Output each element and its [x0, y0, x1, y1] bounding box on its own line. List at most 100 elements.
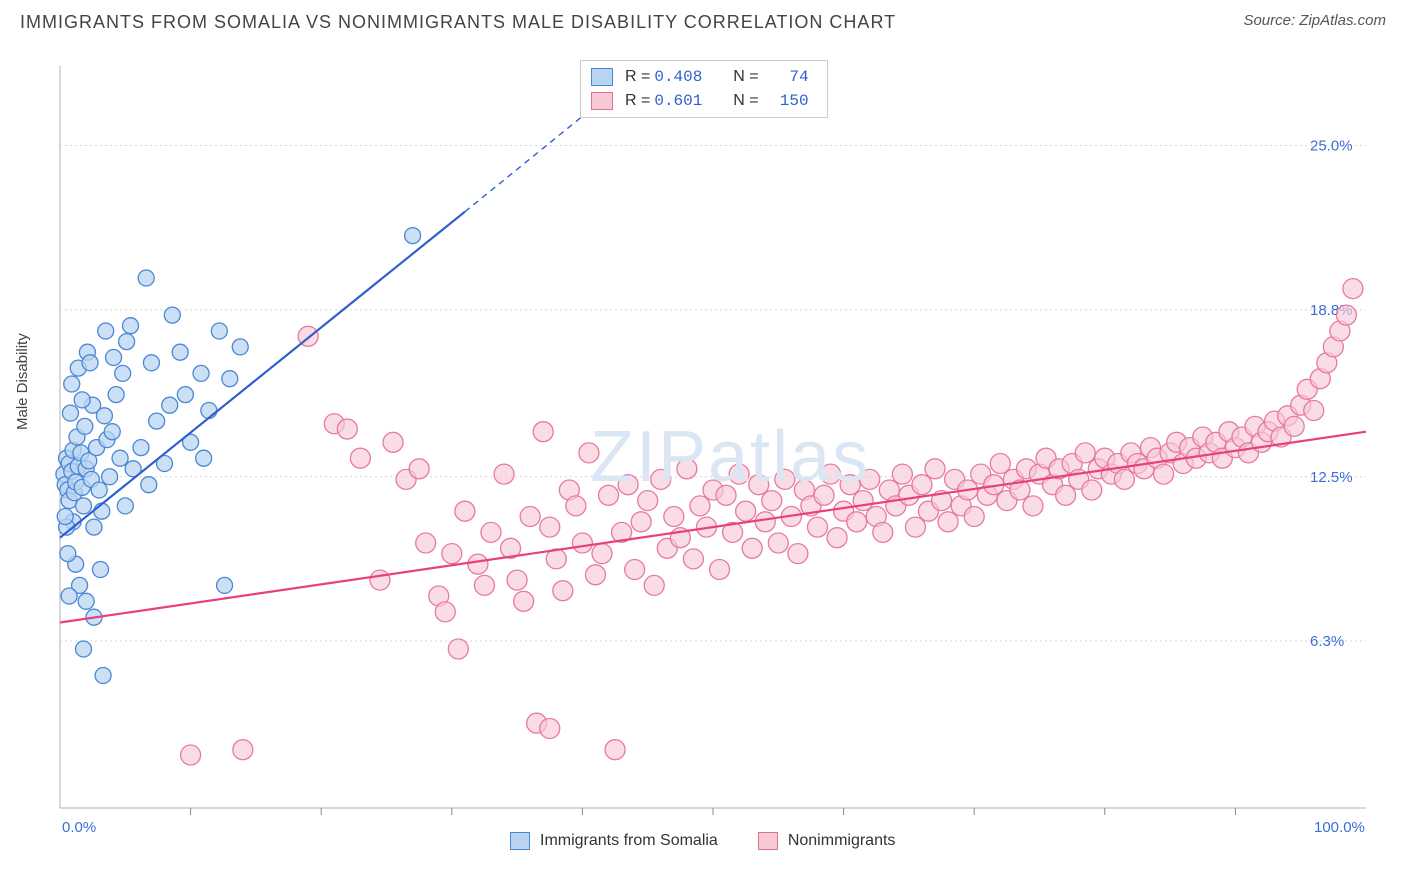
scatter-nonimmigrants-point [990, 454, 1010, 474]
scatter-nonimmigrants-point [553, 581, 573, 601]
scatter-nonimmigrants-point [442, 544, 462, 564]
trendline-nonimmigrants [60, 432, 1366, 623]
scatter-nonimmigrants-point [710, 560, 730, 580]
scatter-nonimmigrants-point [912, 475, 932, 495]
scatter-nonimmigrants-point [847, 512, 867, 532]
scatter-nonimmigrants-point [585, 565, 605, 585]
scatter-immigrants-point [74, 392, 90, 408]
scatter-nonimmigrants-point [788, 544, 808, 564]
scatter-immigrants-point [115, 365, 131, 381]
scatter-nonimmigrants-point [507, 570, 527, 590]
scatter-immigrants-point [149, 413, 165, 429]
scatter-nonimmigrants-point [853, 491, 873, 511]
scatter-immigrants-point [232, 339, 248, 355]
scatter-nonimmigrants [181, 279, 1363, 765]
scatter-nonimmigrants-point [840, 475, 860, 495]
legend-swatch [510, 832, 530, 850]
scatter-nonimmigrants-point [873, 522, 893, 542]
scatter-nonimmigrants-point [350, 448, 370, 468]
scatter-nonimmigrants-point [768, 533, 788, 553]
legend-swatch [591, 92, 613, 110]
scatter-nonimmigrants-point [1304, 401, 1324, 421]
scatter-nonimmigrants-point [540, 719, 560, 739]
scatter-immigrants-point [98, 323, 114, 339]
scatter-immigrants-point [106, 350, 122, 366]
scatter-immigrants-point [211, 323, 227, 339]
header: IMMIGRANTS FROM SOMALIA VS NONIMMIGRANTS… [0, 0, 1406, 37]
scatter-nonimmigrants-point [579, 443, 599, 463]
legend-swatch [591, 68, 613, 86]
scatter-nonimmigrants-point [749, 475, 769, 495]
scatter-plot-svg: 6.3%12.5%18.8%25.0%0.0%100.0% [50, 46, 1386, 836]
scatter-nonimmigrants-point [1075, 443, 1095, 463]
scatter-nonimmigrants-point [860, 469, 880, 489]
scatter-immigrants-point [95, 668, 111, 684]
scatter-nonimmigrants-point [1154, 464, 1174, 484]
series-legend: Immigrants from SomaliaNonimmigrants [510, 832, 935, 850]
scatter-immigrants-point [222, 371, 238, 387]
chart-title: IMMIGRANTS FROM SOMALIA VS NONIMMIGRANTS… [20, 12, 896, 33]
scatter-nonimmigrants-point [631, 512, 651, 532]
scatter-nonimmigrants-point [638, 491, 658, 511]
scatter-nonimmigrants-point [736, 501, 756, 521]
scatter-nonimmigrants-point [520, 507, 540, 527]
scatter-nonimmigrants-point [1023, 496, 1043, 516]
scatter-nonimmigrants-point [683, 549, 703, 569]
scatter-nonimmigrants-point [599, 485, 619, 505]
trendline-immigrants-dashed [465, 111, 589, 212]
scatter-nonimmigrants-point [729, 464, 749, 484]
scatter-nonimmigrants-point [605, 740, 625, 760]
scatter-nonimmigrants-point [716, 485, 736, 505]
scatter-nonimmigrants-point [905, 517, 925, 537]
plot-area: 6.3%12.5%18.8%25.0%0.0%100.0% ZIPatlas R… [50, 46, 1386, 836]
scatter-nonimmigrants-point [814, 485, 834, 505]
scatter-immigrants-point [91, 482, 107, 498]
scatter-immigrants-point [64, 376, 80, 392]
scatter-immigrants-point [77, 418, 93, 434]
legend-r-value: 0.408 [654, 65, 724, 89]
scatter-nonimmigrants-point [938, 512, 958, 532]
scatter-immigrants-point [76, 498, 92, 514]
correlation-legend-row: R =0.601 N =150 [591, 89, 809, 113]
scatter-nonimmigrants-point [409, 459, 429, 479]
scatter-nonimmigrants-point [892, 464, 912, 484]
scatter-nonimmigrants-point [455, 501, 475, 521]
scatter-immigrants-point [217, 577, 233, 593]
scatter-nonimmigrants-point [651, 469, 671, 489]
legend-n-value: 150 [763, 89, 809, 113]
y-tick-label: 6.3% [1310, 633, 1344, 650]
scatter-immigrants-point [123, 318, 139, 334]
scatter-immigrants-point [201, 403, 217, 419]
scatter-nonimmigrants-point [514, 591, 534, 611]
x-tick-label: 100.0% [1314, 819, 1365, 836]
scatter-immigrants-point [119, 334, 135, 350]
scatter-immigrants-point [60, 546, 76, 562]
scatter-immigrants-point [141, 477, 157, 493]
scatter-immigrants-point [193, 365, 209, 381]
scatter-immigrants-point [62, 405, 78, 421]
scatter-immigrants-point [405, 228, 421, 244]
scatter-nonimmigrants-point [592, 544, 612, 564]
scatter-immigrants-point [133, 440, 149, 456]
scatter-nonimmigrants-point [1284, 416, 1304, 436]
scatter-immigrants-point [86, 519, 102, 535]
legend-r-label: R = [625, 65, 650, 89]
y-tick-label: 12.5% [1310, 469, 1353, 486]
legend-n-label: N = [724, 89, 758, 113]
correlation-legend-row: R =0.408 N = 74 [591, 65, 809, 89]
scatter-nonimmigrants-point [572, 533, 592, 553]
scatter-nonimmigrants-point [618, 475, 638, 495]
scatter-nonimmigrants-point [625, 560, 645, 580]
scatter-nonimmigrants-point [181, 745, 201, 765]
scatter-immigrants-point [78, 593, 94, 609]
legend-r-label: R = [625, 89, 650, 113]
scatter-nonimmigrants-point [233, 740, 253, 760]
scatter-nonimmigrants-point [1082, 480, 1102, 500]
x-tick-label: 0.0% [62, 819, 96, 836]
scatter-immigrants-point [96, 408, 112, 424]
scatter-nonimmigrants-point [337, 419, 357, 439]
scatter-immigrants-point [138, 270, 154, 286]
scatter-nonimmigrants-point [677, 459, 697, 479]
scatter-immigrants-point [94, 503, 110, 519]
scatter-immigrants-point [61, 588, 77, 604]
